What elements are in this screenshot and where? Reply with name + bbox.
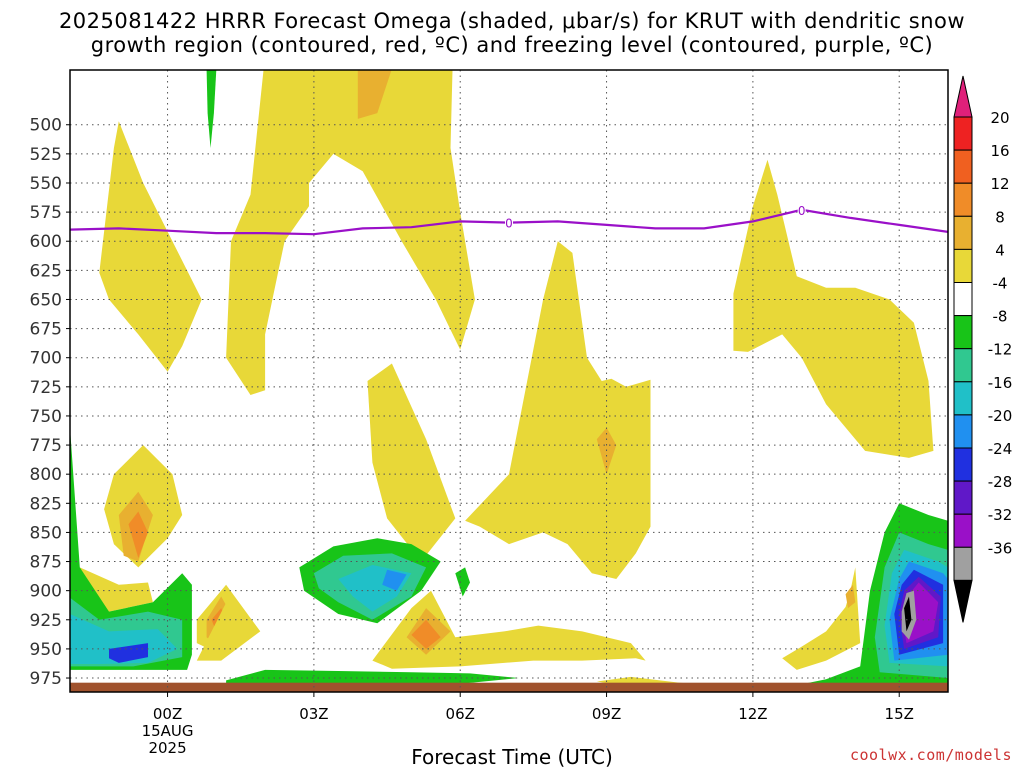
colorbar-label-5: -4 [993,275,1008,293]
omega-region-7 [733,159,934,458]
colorbar-label-4: 4 [995,241,1005,259]
colorbar-label-12: -32 [988,506,1013,524]
omega-region-23 [382,569,407,591]
x-tick-label-4: 12Z [738,705,767,723]
plot-area: 00 [70,70,948,692]
x-tick-label-3: 09Z [592,705,621,723]
colorbar-box-7 [953,348,973,383]
y-tick-label-14: 850 [30,523,62,543]
colorbar-bottom-triangle [953,579,973,623]
omega-region-2 [309,70,475,350]
y-tick-label-15: 875 [30,553,62,573]
omega-region-19 [196,593,261,661]
y-tick-label-13: 825 [30,494,62,514]
colorbar-label-8: -16 [988,374,1013,392]
y-tick-label-7: 675 [30,320,62,340]
omega-region-0 [99,121,202,372]
y-tick-label-18: 950 [30,640,62,660]
x-tick-label-0: 00Z [153,705,182,723]
x-tick-sublabel-0-0: 15AUG [142,722,194,740]
y-tick-label-16: 900 [30,582,62,602]
y-tick-label-4: 600 [30,232,62,252]
colorbar-box-8 [953,381,973,416]
x-tick-label-5: 15Z [885,705,914,723]
y-tick-label-8: 700 [30,349,62,369]
colorbar-box-6 [953,315,973,350]
chart-title-line-1: 2025081422 HRRR Forecast Omega (shaded, … [58,9,966,33]
freezing-level-label-bg-1 [797,202,806,216]
colorbar-box-2 [953,182,973,217]
colorbar-label-0: 20 [990,109,1009,127]
x-tick-label-1: 03Z [299,705,328,723]
colorbar-box-10 [953,447,973,482]
colorbar-box-4 [953,248,973,283]
y-tick-label-5: 625 [30,261,62,281]
y-tick-label-3: 575 [30,203,62,223]
omega-region-10 [128,511,148,558]
colorbar-box-5 [953,282,973,317]
chart-title-line-2: growth region (contoured, red, ºC) and f… [90,33,934,57]
x-axis-label: Forecast Time (UTC) [411,745,613,769]
omega-region-14 [70,614,178,664]
colorbar-label-1: 16 [990,142,1009,160]
colorbar-label-2: 12 [990,175,1009,193]
colorbar-label-7: -12 [988,341,1013,359]
colorbar-label-10: -24 [988,440,1013,458]
colorbar-box-0 [953,116,973,151]
freezing-level-label-0: 0 [505,217,513,231]
x-tick-label-2: 06Z [446,705,475,723]
omega-region-41 [206,70,217,148]
colorbar-box-3 [953,215,973,250]
freezing-level-label-bg-0 [505,215,513,229]
y-tick-label-6: 650 [30,290,62,310]
y-tick-label-10: 750 [30,407,62,427]
colorbar-box-1 [953,149,973,184]
colorbar-box-13 [953,546,973,581]
omega-region-30 [782,567,861,670]
omega-region-1 [226,70,309,395]
colorbar-label-9: -20 [988,407,1013,425]
omega-region-28 [226,669,519,687]
colorbar-label-11: -28 [988,473,1013,491]
freezing-level-label-1: 0 [798,204,806,218]
plot-frame [69,69,949,693]
colorbar-label-6: -8 [993,308,1008,326]
y-tick-label-11: 775 [30,436,62,456]
colorbar-box-11 [953,480,973,515]
x-tick-sublabel-0-1: 2025 [148,739,186,757]
omega-region-12 [70,427,192,670]
colorbar-box-9 [953,414,973,449]
colorbar-top-triangle [953,75,973,118]
omega-region-15 [109,643,148,663]
omega-region-3 [357,70,392,119]
y-tick-label-9: 725 [30,378,62,398]
y-tick-label-1: 525 [30,145,62,165]
y-tick-label-19: 975 [30,669,62,689]
omega-region-27 [455,567,470,597]
colorbar-box-12 [953,513,973,548]
omega-region-26 [411,619,441,649]
omega-region-40 [904,596,912,632]
y-tick-label-0: 500 [30,116,62,136]
y-tick-label-12: 800 [30,465,62,485]
omega-region-4 [367,363,456,562]
credit-link[interactable]: coolwx.com/models [849,746,1012,764]
ground-strip [70,682,948,692]
y-tick-label-17: 925 [30,611,62,631]
y-tick-label-2: 550 [30,174,62,194]
omega-region-5 [465,241,651,579]
omega-region-31 [845,584,856,609]
colorbar-label-13: -36 [988,539,1013,557]
colorbar-label-3: 8 [995,208,1005,226]
